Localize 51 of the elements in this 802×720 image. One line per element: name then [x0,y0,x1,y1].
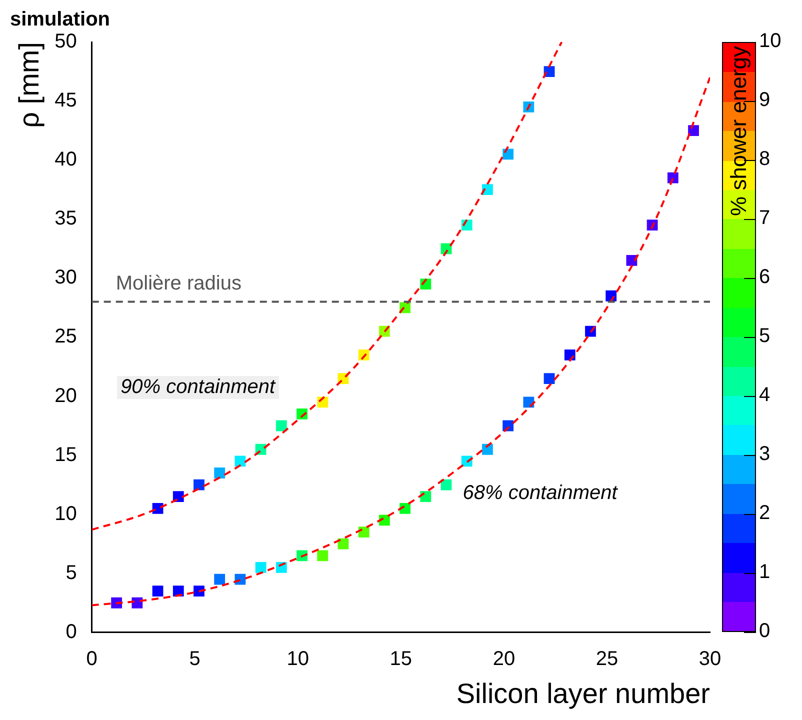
color-bar-label: 1 [759,561,770,584]
x-tick-label: 20 [492,648,516,670]
y-tick-label: 20 [54,384,77,407]
point [502,148,514,160]
point [152,586,164,597]
point [194,479,204,490]
chart-title: simulation [10,8,110,31]
point [420,491,432,502]
color-bar-label: 6 [759,266,770,290]
color-bar-label: 10 [759,30,782,53]
x-axis-title: Silicon layer number [456,678,710,709]
x-tick-label: 25 [596,648,618,670]
point [276,420,287,432]
x-tick-label: 30 [698,648,722,670]
point [214,574,226,585]
color-bar-label: 9 [759,89,770,112]
x-tick-label: 10 [286,648,310,670]
point [482,184,493,196]
point [544,373,555,384]
color-bar-label: 5 [759,325,770,348]
annotation: 68% containment [462,482,618,505]
point [234,456,246,467]
point [338,538,349,550]
y-tick-label: 40 [54,148,77,171]
color-bar-label: 7 [759,207,770,230]
color-bar-label: 4 [759,384,770,408]
y-axis-title: ρ [mm] [14,42,45,128]
y-tick-label: 0 [66,620,77,643]
color-bar-label: 0 [759,620,770,644]
color-bar-title: % shower energy [726,46,752,216]
x-tick-label: 15 [390,648,412,670]
y-tick-label: 10 [54,502,77,525]
y-tick-label: 5 [66,562,77,584]
x-tick-label: 0 [86,648,98,670]
point [214,468,226,478]
x-tick-label: 5 [189,648,200,670]
point [523,396,534,408]
y-tick-label: 50 [54,30,77,53]
y-tick-label: 45 [54,90,77,112]
y-tick-label: 25 [54,326,77,348]
point [358,526,370,538]
y-tick-label: 15 [54,444,77,466]
ref-line-label: Molière radius [116,272,242,294]
point [317,550,328,562]
point [255,562,266,573]
color-bar-label: 8 [759,148,770,172]
y-tick-label: 30 [54,266,77,289]
color-bar-label: 2 [759,502,770,526]
annotation: 90% containment [116,376,280,399]
y-tick-label: 35 [54,208,77,230]
color-bar-label: 3 [759,443,770,466]
